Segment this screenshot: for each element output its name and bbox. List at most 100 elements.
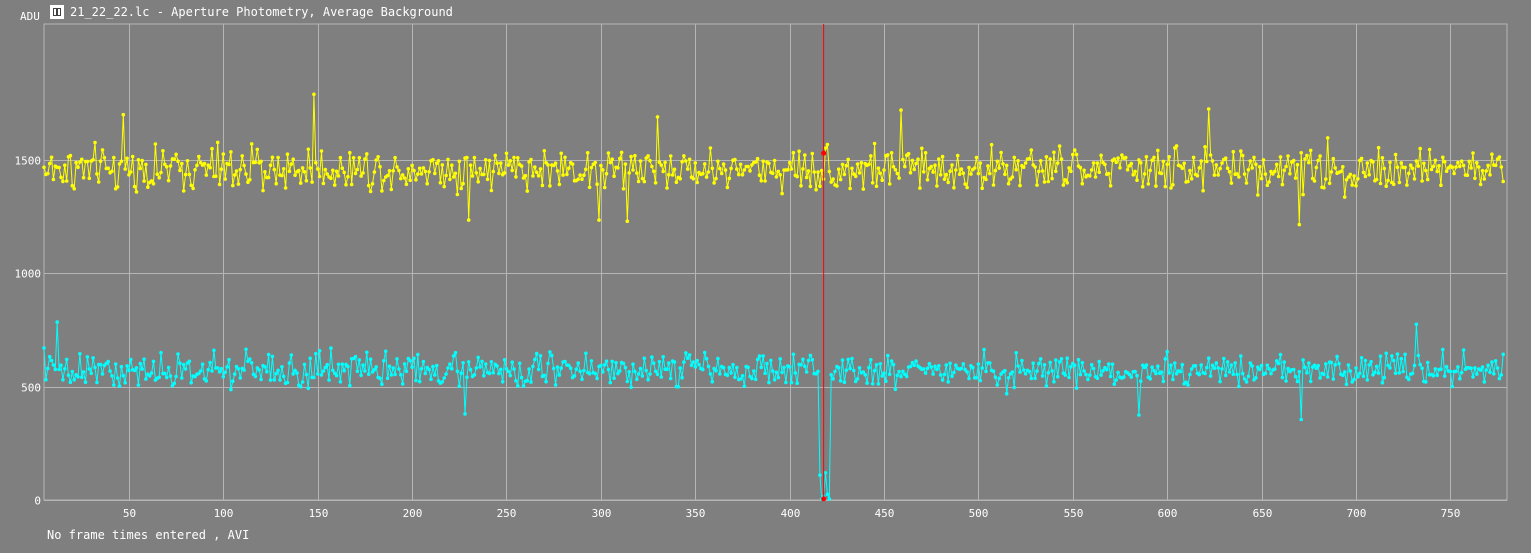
series-1-point <box>1324 177 1328 181</box>
series-1-point <box>1403 165 1407 170</box>
series-2-point <box>1265 363 1270 368</box>
series-1-point <box>825 142 830 147</box>
series-2-point <box>980 366 984 370</box>
series-1-point <box>1416 164 1421 168</box>
series-1-point <box>1012 155 1017 160</box>
series-2-point <box>1223 373 1228 378</box>
series-1-point <box>164 165 169 169</box>
series-2-point <box>147 374 152 378</box>
series-1-point <box>1469 166 1473 170</box>
series-1-point <box>1325 136 1330 140</box>
series-1-point <box>859 160 864 165</box>
series-2-point <box>1273 367 1277 371</box>
series-1-point <box>236 182 241 186</box>
series-2-point <box>1363 358 1368 363</box>
series-2-point <box>298 385 303 389</box>
series-2-point <box>487 371 492 376</box>
series-1-point <box>1267 180 1271 184</box>
series-1-point <box>1486 163 1490 168</box>
series-1-point <box>64 179 69 183</box>
series-1-point <box>701 171 705 176</box>
series-1-point <box>300 166 305 170</box>
series-2-point <box>978 378 983 383</box>
series-1-point <box>1021 165 1026 169</box>
series-1-point <box>178 168 182 173</box>
series-2-point <box>988 361 992 365</box>
series-2-point <box>614 360 618 365</box>
series-2-point <box>1378 354 1383 359</box>
series-1-point <box>151 182 156 186</box>
series-2-point <box>1367 363 1371 367</box>
series-2-point <box>1322 372 1326 377</box>
series-1-point <box>497 171 501 176</box>
series-2-point <box>1089 362 1094 367</box>
series-1-point <box>459 186 464 191</box>
series-2-point <box>1174 371 1179 376</box>
series-1-point <box>453 171 458 176</box>
series-1-point <box>519 164 524 168</box>
series-2-point <box>959 366 964 371</box>
series-1-point <box>1067 166 1071 170</box>
series-2-point <box>419 367 424 371</box>
series-2-point <box>1384 351 1388 356</box>
series-1-point <box>1433 158 1438 163</box>
series-2-point <box>319 373 324 377</box>
series-1-point <box>1089 168 1094 172</box>
series-2-point <box>1139 379 1143 384</box>
series-1-point <box>1156 148 1160 153</box>
series-1-point <box>1299 151 1303 155</box>
series-1-point <box>553 161 558 165</box>
series-1-point <box>1063 178 1068 182</box>
series-2-point <box>1456 365 1460 369</box>
series-1-point <box>1388 160 1392 165</box>
series-2-point <box>787 365 792 369</box>
series-1-point <box>889 151 894 155</box>
series-2-point <box>1282 360 1286 364</box>
series-1-point <box>342 170 347 175</box>
series-1-point <box>853 174 858 179</box>
series-2-point <box>129 357 133 362</box>
series-2-point <box>442 376 447 380</box>
series-1-point <box>1199 159 1203 163</box>
series-2-point <box>1237 384 1241 389</box>
series-1-point <box>468 163 473 167</box>
series-1-point <box>668 154 673 158</box>
series-2-point <box>646 377 650 382</box>
series-1-point <box>921 170 926 174</box>
series-1-point <box>1135 178 1139 182</box>
series-1-point <box>376 155 380 159</box>
series-1-point <box>344 182 348 187</box>
series-1-point <box>791 150 796 155</box>
series-2-point <box>225 365 229 369</box>
series-1-point <box>1218 166 1222 171</box>
series-1-point <box>470 174 475 178</box>
series-2-point <box>1450 384 1455 389</box>
series-2-point <box>1148 377 1152 381</box>
series-2-point <box>1046 371 1051 375</box>
series-1-point <box>804 175 809 180</box>
series-2-point <box>383 349 388 354</box>
series-2-point <box>548 350 552 354</box>
series-2-point <box>346 364 350 369</box>
series-1-point <box>937 157 941 161</box>
series-1-point <box>763 179 767 183</box>
series-1-point <box>1431 164 1436 169</box>
series-1-point <box>102 155 107 160</box>
series-1-point <box>823 146 828 150</box>
series-1-point <box>808 184 813 189</box>
series-2-point <box>857 366 862 370</box>
series-2-point <box>210 369 214 373</box>
series-2-point <box>1035 369 1039 373</box>
series-1-point <box>298 181 303 185</box>
series-2-point <box>1482 380 1487 384</box>
series-1-point <box>780 191 784 196</box>
series-2-point <box>1076 357 1081 362</box>
series-2-point <box>1188 372 1192 377</box>
series-2-point <box>1259 363 1264 368</box>
series-1-point <box>619 150 624 155</box>
series-2-point <box>1501 352 1505 357</box>
series-2-point <box>410 365 414 370</box>
series-2-point <box>1331 377 1336 381</box>
series-2-point <box>363 369 367 373</box>
